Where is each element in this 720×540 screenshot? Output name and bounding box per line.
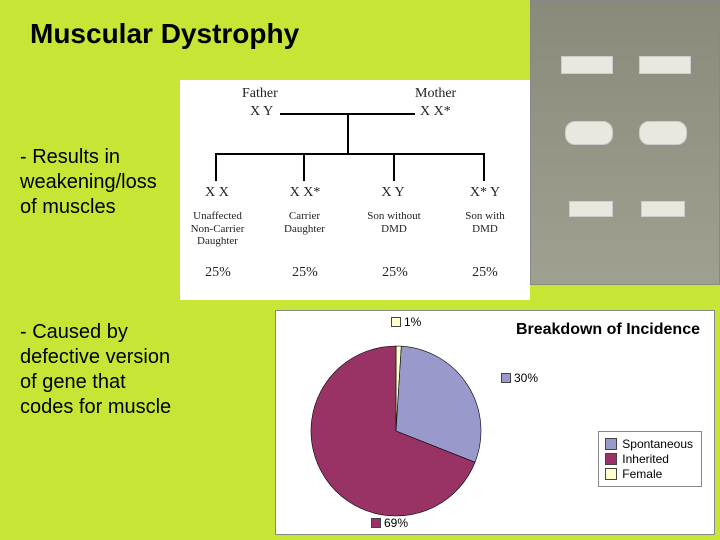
pie-slice-label: 30% — [501, 371, 538, 385]
pie-slice-label: 1% — [391, 315, 421, 329]
pedigree-line — [215, 153, 217, 181]
pie-slice-text: 30% — [514, 371, 538, 385]
child-genotype: X* Y — [465, 185, 505, 201]
legend-label: Spontaneous — [622, 437, 693, 451]
legend-item: Female — [605, 467, 693, 481]
pie-chart — [296, 331, 496, 521]
slide-title: Muscular Dystrophy — [30, 18, 299, 50]
swatch-icon — [605, 453, 617, 465]
mother-genotype: X X* — [420, 104, 451, 120]
bullet-results: - Results in weakening/loss of muscles — [20, 145, 170, 220]
mother-label: Mother — [415, 86, 456, 102]
swatch-icon — [605, 438, 617, 450]
legend-item: Inherited — [605, 452, 693, 466]
child-label: Unaffected Non-Carrier Daughter — [180, 210, 255, 248]
swatch-icon — [501, 373, 511, 383]
child-percent: 25% — [198, 265, 238, 281]
pedigree-line — [347, 113, 349, 153]
brace-shape — [569, 201, 613, 217]
pedigree-diagram: Father X Y Mother X X* X X X X* X Y X* Y… — [180, 80, 530, 300]
pedigree-line — [483, 153, 485, 181]
swatch-icon — [391, 317, 401, 327]
swatch-icon — [371, 518, 381, 528]
child-percent: 25% — [465, 265, 505, 281]
pie-slice-label: 69% — [371, 516, 408, 530]
child-label: Son without DMD — [355, 210, 433, 235]
brace-shape — [639, 121, 687, 145]
child-percent: 25% — [285, 265, 325, 281]
brace-shape — [561, 56, 613, 74]
pedigree-line — [393, 153, 395, 181]
child-percent: 25% — [375, 265, 415, 281]
swatch-icon — [605, 468, 617, 480]
pedigree-line — [303, 153, 305, 181]
pie-chart-box: Breakdown of Incidence 1% 30% 69% Sponta… — [275, 310, 715, 535]
legend-label: Inherited — [622, 452, 669, 466]
pie-title: Breakdown of Incidence — [516, 321, 700, 339]
legend-label: Female — [622, 467, 662, 481]
pie-slice-text: 69% — [384, 516, 408, 530]
legend-item: Spontaneous — [605, 437, 693, 451]
brace-shape — [639, 56, 691, 74]
child-label: Son with DMD — [450, 210, 520, 235]
pedigree-line — [215, 153, 485, 155]
pie-legend: Spontaneous Inherited Female — [598, 431, 702, 487]
bullet-cause: - Caused by defective version of gene th… — [20, 320, 180, 420]
pie-slice-text: 1% — [404, 315, 421, 329]
father-genotype: X Y — [250, 104, 273, 120]
brace-shape — [641, 201, 685, 217]
child-label: Carrier Daughter — [272, 210, 337, 235]
brace-shape — [565, 121, 613, 145]
child-genotype: X X — [202, 185, 232, 201]
child-genotype: X X* — [285, 185, 325, 201]
leg-braces-photo — [530, 0, 720, 285]
father-label: Father — [242, 86, 278, 102]
child-genotype: X Y — [378, 185, 408, 201]
